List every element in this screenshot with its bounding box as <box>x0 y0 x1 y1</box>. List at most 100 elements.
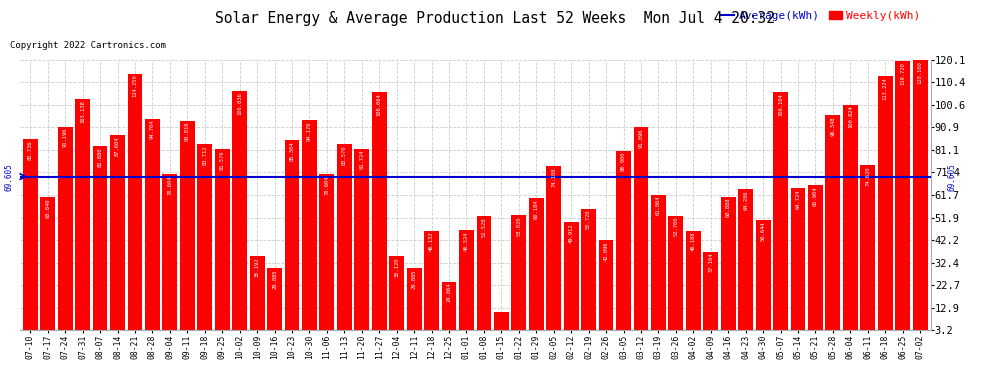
Bar <box>197 144 212 338</box>
Text: 37.164: 37.164 <box>708 253 713 272</box>
Bar <box>791 188 806 338</box>
Bar <box>162 174 177 338</box>
Text: 69.605: 69.605 <box>5 163 14 190</box>
Text: 46.188: 46.188 <box>691 232 696 251</box>
Bar <box>302 120 317 338</box>
Bar <box>703 252 718 338</box>
Text: 74.188: 74.188 <box>551 167 556 187</box>
Text: 81.724: 81.724 <box>359 150 364 169</box>
Text: 106.064: 106.064 <box>377 94 382 116</box>
Text: 94.176: 94.176 <box>307 121 312 141</box>
Bar <box>180 121 195 338</box>
Bar <box>512 215 527 338</box>
Text: 113.224: 113.224 <box>883 77 888 100</box>
Bar <box>563 222 578 338</box>
Text: 49.912: 49.912 <box>568 223 573 243</box>
Text: 60.888: 60.888 <box>726 198 731 217</box>
Text: 35.192: 35.192 <box>254 257 259 277</box>
Text: 53.020: 53.020 <box>517 216 522 236</box>
Bar <box>546 166 561 338</box>
Text: 60.184: 60.184 <box>534 200 539 219</box>
Text: 70.604: 70.604 <box>325 176 330 195</box>
Bar <box>826 115 841 338</box>
Bar <box>320 174 335 338</box>
Text: 85.304: 85.304 <box>289 141 294 161</box>
Bar <box>110 135 125 338</box>
Text: 120.100: 120.100 <box>918 61 923 84</box>
Text: 29.885: 29.885 <box>272 270 277 289</box>
Text: 61.864: 61.864 <box>656 196 661 215</box>
Bar <box>668 216 683 338</box>
Bar <box>459 230 474 338</box>
Bar <box>808 185 823 338</box>
Text: 83.570: 83.570 <box>342 146 346 165</box>
Text: 91.196: 91.196 <box>62 128 67 147</box>
Text: 24.064: 24.064 <box>446 283 451 303</box>
Text: 94.704: 94.704 <box>149 120 154 139</box>
Text: 52.700: 52.700 <box>673 217 678 236</box>
Text: 81.576: 81.576 <box>220 150 225 170</box>
Text: 55.720: 55.720 <box>586 210 591 230</box>
Bar <box>372 92 387 338</box>
Bar <box>616 150 631 338</box>
Text: 82.880: 82.880 <box>98 147 103 166</box>
Text: 69.605: 69.605 <box>947 163 956 190</box>
Bar <box>354 148 369 338</box>
Text: 114.250: 114.250 <box>133 75 138 98</box>
Bar <box>407 268 422 338</box>
Text: 83.712: 83.712 <box>202 145 207 165</box>
Text: 103.138: 103.138 <box>80 100 85 123</box>
Bar <box>634 127 648 338</box>
Bar <box>476 216 491 338</box>
Bar <box>57 127 72 338</box>
Bar <box>739 189 753 338</box>
Text: 60.840: 60.840 <box>46 198 50 217</box>
Text: 65.904: 65.904 <box>813 186 818 206</box>
Bar <box>686 231 701 338</box>
Text: 87.604: 87.604 <box>115 136 120 156</box>
Bar <box>267 268 282 338</box>
Text: 106.836: 106.836 <box>238 92 243 114</box>
Text: 96.348: 96.348 <box>831 116 836 135</box>
Bar <box>721 197 736 338</box>
Text: 119.720: 119.720 <box>900 62 905 85</box>
Text: 42.096: 42.096 <box>604 242 609 261</box>
Bar <box>424 231 439 338</box>
Text: 64.724: 64.724 <box>796 189 801 209</box>
Bar <box>41 197 55 338</box>
Bar <box>75 99 90 338</box>
Text: 91.096: 91.096 <box>639 128 644 148</box>
Text: 106.104: 106.104 <box>778 93 783 116</box>
Text: 46.132: 46.132 <box>429 232 434 252</box>
Legend: Average(kWh), Weekly(kWh): Average(kWh), Weekly(kWh) <box>717 6 925 25</box>
Bar <box>494 312 509 338</box>
Text: 50.644: 50.644 <box>760 222 765 241</box>
Bar <box>860 165 875 338</box>
Bar <box>913 60 928 338</box>
Text: 80.900: 80.900 <box>621 152 626 171</box>
Text: 46.524: 46.524 <box>464 231 469 251</box>
Text: Solar Energy & Average Production Last 52 Weeks  Mon Jul 4 20:32: Solar Energy & Average Production Last 5… <box>215 11 775 26</box>
Text: Copyright 2022 Cartronics.com: Copyright 2022 Cartronics.com <box>10 41 165 50</box>
Text: 100.824: 100.824 <box>847 106 852 128</box>
Bar <box>581 209 596 338</box>
Bar <box>249 256 264 338</box>
Bar <box>233 91 248 338</box>
Bar <box>145 118 159 338</box>
Text: 29.885: 29.885 <box>412 270 417 289</box>
Bar <box>842 105 857 338</box>
Bar <box>284 140 299 338</box>
Bar <box>651 195 666 338</box>
Bar <box>895 61 910 338</box>
Text: 93.816: 93.816 <box>185 122 190 141</box>
Text: 35.120: 35.120 <box>394 257 399 277</box>
Bar <box>773 92 788 338</box>
Bar <box>93 146 108 338</box>
Text: 64.286: 64.286 <box>743 190 748 210</box>
Text: 74.620: 74.620 <box>865 166 870 186</box>
Bar <box>389 256 404 338</box>
Bar <box>215 149 230 338</box>
Bar <box>23 140 38 338</box>
Bar <box>599 240 614 338</box>
Text: 70.604: 70.604 <box>167 176 172 195</box>
